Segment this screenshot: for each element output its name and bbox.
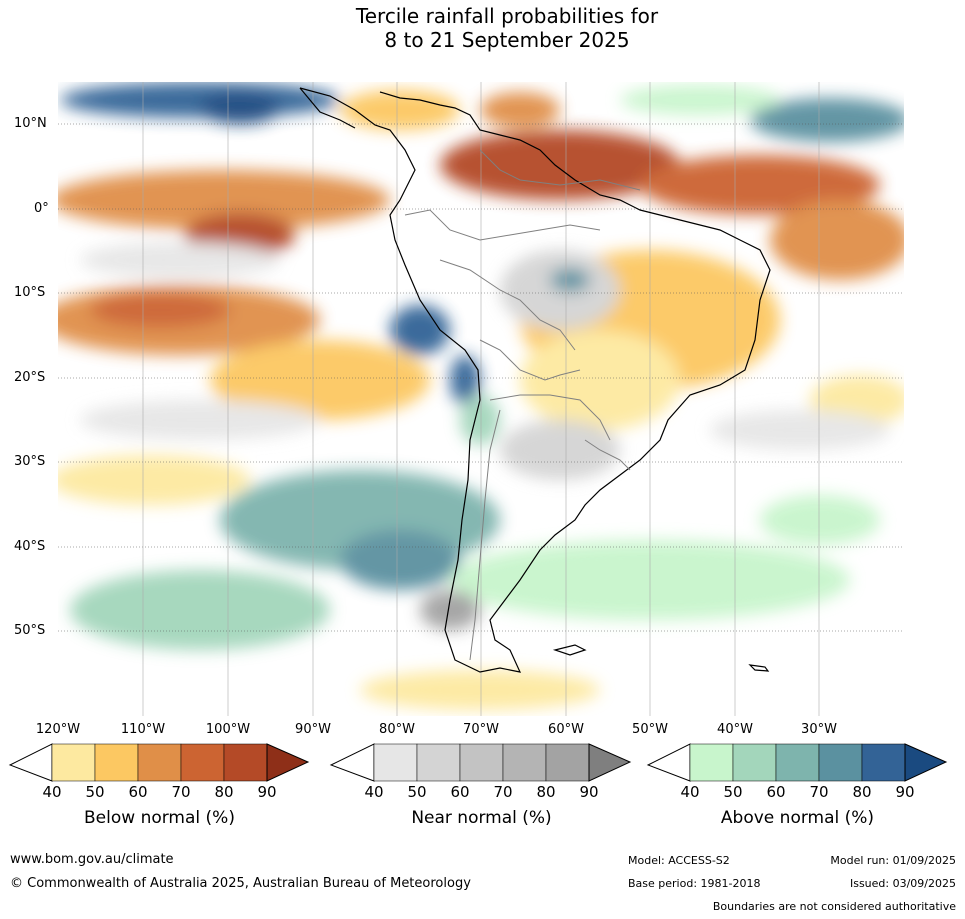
- near-tick-70: 70: [493, 783, 513, 801]
- above-tick-50: 50: [723, 783, 743, 801]
- below-tick-70: 70: [171, 783, 191, 801]
- below-normal-title: Below normal (%): [84, 808, 235, 828]
- lon-label-90w: 90°W: [295, 722, 331, 737]
- above-tick-80: 80: [852, 783, 872, 801]
- lon-label-40w: 40°W: [717, 722, 753, 737]
- near-tick-40: 40: [364, 783, 384, 801]
- lat-label-10s: 10°S: [14, 285, 46, 300]
- title-line-2: 8 to 21 September 2025: [384, 28, 630, 52]
- model-text: Model: ACCESS-S2: [628, 854, 730, 867]
- lat-label-50s: 50°S: [14, 623, 46, 638]
- model-run-text: Model run: 01/09/2025: [830, 854, 956, 867]
- below-tick-50: 50: [85, 783, 105, 801]
- near-tick-80: 80: [536, 783, 556, 801]
- colorbar-above-normal: [646, 743, 948, 782]
- above-tick-90: 90: [895, 783, 915, 801]
- lat-label-10n: 10°N: [14, 116, 47, 131]
- website-link[interactable]: www.bom.gov.au/climate: [10, 852, 174, 867]
- lon-label-60w: 60°W: [548, 722, 584, 737]
- colorbar-near-normal: [329, 743, 632, 782]
- lon-label-70w: 70°W: [463, 722, 499, 737]
- lat-label-30s: 30°S: [14, 454, 46, 469]
- title-line-1: Tercile rainfall probabilities for: [355, 4, 659, 28]
- above-tick-60: 60: [766, 783, 786, 801]
- near-tick-60: 60: [450, 783, 470, 801]
- above-tick-70: 70: [809, 783, 829, 801]
- lat-label-0: 0°: [34, 201, 49, 216]
- lat-label-40s: 40°S: [14, 539, 46, 554]
- lon-label-80w: 80°W: [379, 722, 415, 737]
- below-tick-90: 90: [257, 783, 277, 801]
- above-tick-40: 40: [680, 783, 700, 801]
- near-tick-50: 50: [407, 783, 427, 801]
- above-normal-title: Above normal (%): [720, 808, 875, 828]
- lon-label-120w: 120°W: [35, 722, 81, 737]
- near-normal-title: Near normal (%): [411, 808, 552, 828]
- lon-label-30w: 30°W: [801, 722, 837, 737]
- lat-label-20s: 20°S: [14, 370, 46, 385]
- issued-text: Issued: 03/09/2025: [849, 877, 956, 890]
- copyright-text: © Commonwealth of Australia 2025, Austra…: [10, 876, 471, 891]
- lon-label-100w: 100°W: [205, 722, 251, 737]
- colorbar-below-normal: [8, 743, 310, 782]
- coastline: [299, 87, 771, 673]
- borders: [404, 149, 641, 661]
- map-field: [58, 82, 904, 716]
- map-title: Tercile rainfall probabilities for 8 to …: [0, 4, 965, 52]
- base-period-text: Base period: 1981-2018: [628, 877, 761, 890]
- lon-label-110w: 110°W: [120, 722, 166, 737]
- disclaimer-text: Boundaries are not considered authoritat…: [712, 900, 956, 913]
- below-tick-80: 80: [214, 783, 234, 801]
- below-tick-40: 40: [42, 783, 62, 801]
- near-tick-90: 90: [579, 783, 599, 801]
- below-tick-60: 60: [128, 783, 148, 801]
- lon-label-50w: 50°W: [632, 722, 668, 737]
